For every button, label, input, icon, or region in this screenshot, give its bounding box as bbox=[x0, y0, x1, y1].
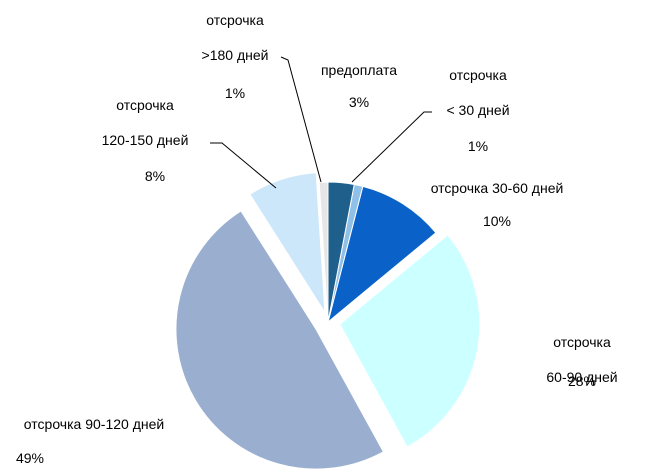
slice-label: отсрочка 30-60 дней bbox=[430, 180, 564, 196]
slice-label: отсрочка 60-90 дней bbox=[546, 334, 618, 385]
value-label: 8% bbox=[144, 168, 166, 184]
leader-line bbox=[210, 142, 277, 189]
value-label: 3% bbox=[348, 94, 370, 110]
value-label: 28% bbox=[567, 373, 597, 389]
slice-label: предоплата bbox=[320, 62, 398, 78]
slice-label: отсрочка 120-150 дней bbox=[101, 97, 189, 148]
value-label: 1% bbox=[467, 138, 489, 154]
pie-slice bbox=[339, 234, 481, 448]
slice-label: отсрочка 90-120 дней bbox=[23, 416, 165, 432]
slice-label: отсрочка < 30 дней bbox=[446, 67, 510, 118]
slice-label: отсрочка >180 дней bbox=[201, 12, 269, 63]
pie-slice bbox=[175, 210, 385, 470]
value-label: 10% bbox=[482, 213, 512, 229]
leader-line bbox=[351, 111, 432, 183]
value-label: 1% bbox=[224, 85, 246, 101]
pie-slice bbox=[249, 172, 326, 313]
pie-slice bbox=[327, 185, 437, 324]
leader-line bbox=[280, 56, 322, 183]
value-label: 49% bbox=[15, 450, 45, 466]
pie-slice bbox=[327, 181, 355, 323]
